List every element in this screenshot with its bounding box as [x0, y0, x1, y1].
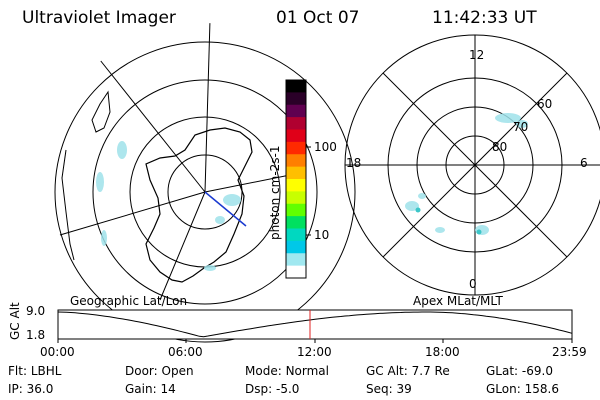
gc-altitude-timeline — [57, 309, 573, 343]
status-flt: Flt: LBHL — [8, 364, 62, 378]
colorbar-swatch — [286, 80, 306, 93]
header-time: 11:42:33 UT — [432, 8, 537, 28]
mlat-label-60: 60 — [537, 97, 553, 111]
mlt-map-label: Apex MLat/MLT — [413, 294, 503, 308]
mlt-label-left: 18 — [346, 156, 362, 170]
status-seq: Seq: 39 — [366, 382, 412, 396]
colorbar-swatch — [286, 240, 306, 254]
status-dsp: Dsp: -5.0 — [245, 382, 300, 396]
colorbar-swatch — [286, 191, 306, 205]
status-gc-alt: GC Alt: 7.7 Re — [366, 364, 450, 378]
geographic-map — [43, 23, 367, 347]
timeline-ytick-top: 9.0 — [26, 304, 46, 318]
color-scale-bar — [285, 79, 311, 279]
header-date: 01 Oct 07 — [276, 8, 360, 28]
geographic-map-label: Geographic Lat/Lon — [70, 294, 188, 308]
mlt-polar-plot — [344, 34, 600, 296]
colorbar-swatch — [286, 228, 306, 242]
colorbar-swatch — [286, 203, 306, 217]
colorbar-swatch — [286, 104, 306, 118]
timeline-ytick-bottom: 1.8 — [26, 328, 46, 342]
colorbar-swatch — [286, 117, 306, 131]
status-gain: Gain: 14 — [125, 382, 176, 396]
colorbar-swatch — [286, 216, 306, 230]
colorbar-swatch — [286, 253, 306, 267]
timeline-xtick-1800: 18:00 — [425, 345, 460, 359]
status-mode: Mode: Normal — [245, 364, 329, 378]
status-glon: GLon: 158.6 — [486, 382, 559, 396]
colorbar-label: photon cm-2s-1 — [268, 145, 282, 241]
status-glat: GLat: -69.0 — [486, 364, 553, 378]
timeline-xtick-0600: 06:00 — [168, 345, 203, 359]
colorbar-swatch — [286, 265, 306, 279]
mlt-label-top: 12 — [469, 48, 485, 62]
mlat-label-70: 70 — [513, 120, 529, 134]
status-ip: IP: 36.0 — [8, 382, 54, 396]
colorbar-swatch — [286, 166, 306, 180]
mlt-label-bottom: 0 — [469, 277, 477, 291]
colorbar-swatch — [286, 92, 306, 106]
timeline-xtick-0000: 00:00 — [40, 345, 75, 359]
colorbar-swatch — [286, 141, 306, 155]
status-door: Door: Open — [125, 364, 194, 378]
colorbar-swatch — [286, 154, 306, 168]
colorbar-tick-10: 10 — [314, 228, 330, 242]
colorbar-swatch — [286, 129, 306, 143]
timeline-xtick-1200: 12:00 — [297, 345, 332, 359]
mlt-label-right: 6 — [580, 156, 588, 170]
timeline-xtick-2359: 23:59 — [552, 345, 587, 359]
colorbar-swatch — [286, 179, 306, 192]
app-title: Ultraviolet Imager — [22, 8, 176, 28]
timeline-ylabel: GC Alt — [8, 302, 22, 340]
mlat-label-80: 80 — [492, 140, 508, 154]
colorbar-tick-100: 100 — [314, 140, 337, 154]
